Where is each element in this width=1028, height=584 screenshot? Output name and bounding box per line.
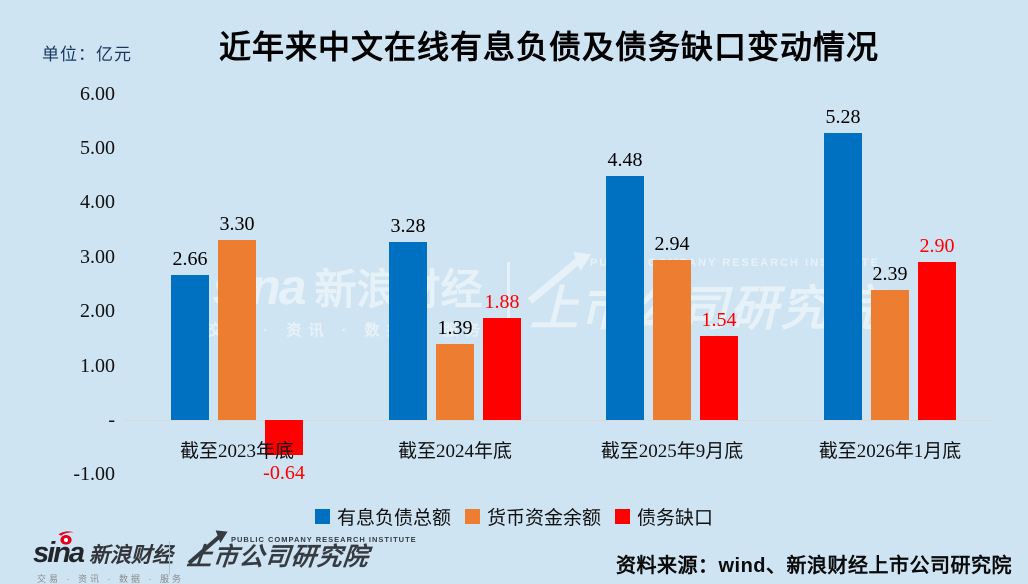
sina-tagline: 交易 · 资讯 · 数据 · 服务 (37, 574, 184, 584)
legend-label: 债务缺口 (637, 508, 714, 529)
bar-value-label: 3.28 (390, 214, 426, 237)
bar (389, 241, 427, 420)
bar-value-label: 5.28 (825, 105, 861, 128)
legend-label: 有息负债总额 (336, 508, 451, 529)
bar-value-label: 2.66 (172, 248, 208, 271)
chart-title: 近年来中文在线有息负债及债务缺口变动情况 (218, 29, 879, 65)
sina-flame-eye-icon (58, 531, 74, 545)
legend-label: 货币资金余额 (486, 508, 601, 529)
chart-legend: 有息负债总额 货币资金余额 债务缺口 (0, 503, 1028, 530)
x-axis-line (125, 420, 993, 421)
sina-watermark: sina 新浪财经 交易 · 资讯 · 数据 · 服务 PUBLIC COMPA… (208, 251, 881, 340)
x-axis-category-label: 截至2024年底 (397, 441, 512, 462)
bar (653, 260, 691, 420)
footer-bar: sina 新浪财经 交易 · 资讯 · 数据 · 服务 PUBLIC COMPA… (0, 530, 1028, 584)
bar-value-label: 2.90 (919, 235, 955, 258)
bar (436, 344, 474, 420)
watermark-institute-block: PUBLIC COMPANY RESEARCH INSTITUTE 上市公司研究… (527, 251, 881, 339)
bar (871, 289, 909, 420)
legend-swatch (314, 509, 330, 524)
y-axis-tick-label: 3.00 (80, 245, 115, 268)
bar (606, 176, 644, 420)
sina-finance-logo: sina 新浪财经 交易 · 资讯 · 数据 · 服务 (33, 531, 184, 584)
bar-value-label: 2.39 (872, 262, 908, 285)
legend-item: 货币资金余额 (464, 503, 601, 530)
legend-swatch (615, 509, 630, 524)
unit-label: 单位：亿元 (42, 45, 132, 64)
legend-item: 债务缺口 (615, 503, 713, 530)
bar (700, 336, 738, 420)
research-institute-logo: PUBLIC COMPANY RESEARCH INSTITUTE 上市公司研究… (185, 530, 417, 571)
sina-logo-word: sina (33, 537, 85, 569)
institute-name: 上市公司研究院 (185, 543, 371, 571)
bar-value-label: 2.94 (654, 233, 690, 256)
bar (824, 132, 862, 420)
arrow-up-right-icon (527, 251, 592, 304)
bar-value-label: -0.64 (263, 461, 305, 484)
bar-value-label: 1.39 (437, 317, 473, 340)
y-axis-tick-label: - (108, 409, 115, 431)
watermark-institute-name: 上市公司研究院 (530, 283, 881, 336)
bar (171, 275, 209, 420)
arrow-up-right-icon (187, 530, 228, 565)
bar (483, 317, 521, 420)
x-axis-category-label: 截至2025年9月底 (600, 441, 744, 462)
bar (918, 262, 956, 420)
x-axis-category-label: 截至2023年底 (179, 441, 294, 462)
footer-divider (169, 541, 170, 575)
bar (218, 240, 256, 420)
legend-swatch (464, 509, 480, 524)
bar-value-label: 1.54 (701, 309, 737, 332)
y-axis-tick-label: 1.00 (80, 354, 115, 377)
x-axis-category-label: 截至2026年1月底 (818, 441, 962, 462)
y-axis-tick-label: 2.00 (80, 300, 115, 323)
bar-value-label: 4.48 (607, 149, 643, 172)
bar (265, 420, 303, 455)
watermark-divider (507, 262, 510, 334)
bar-value-label: 3.30 (219, 213, 255, 236)
y-axis-tick-label: 6.00 (80, 82, 115, 105)
bar-value-label: 1.88 (484, 290, 520, 313)
legend-item: 有息负债总额 (314, 503, 451, 530)
y-axis-tick-label: 4.00 (80, 191, 115, 214)
institute-caption: PUBLIC COMPANY RESEARCH INSTITUTE (231, 535, 417, 544)
y-axis-tick-label: -1.00 (73, 463, 115, 486)
sina-logo-chinese: 新浪财经 (89, 544, 174, 567)
y-axis-tick-label: 5.00 (80, 137, 115, 159)
data-source-text: 资料来源：wind、新浪财经上市公司研究院 (615, 555, 1012, 577)
